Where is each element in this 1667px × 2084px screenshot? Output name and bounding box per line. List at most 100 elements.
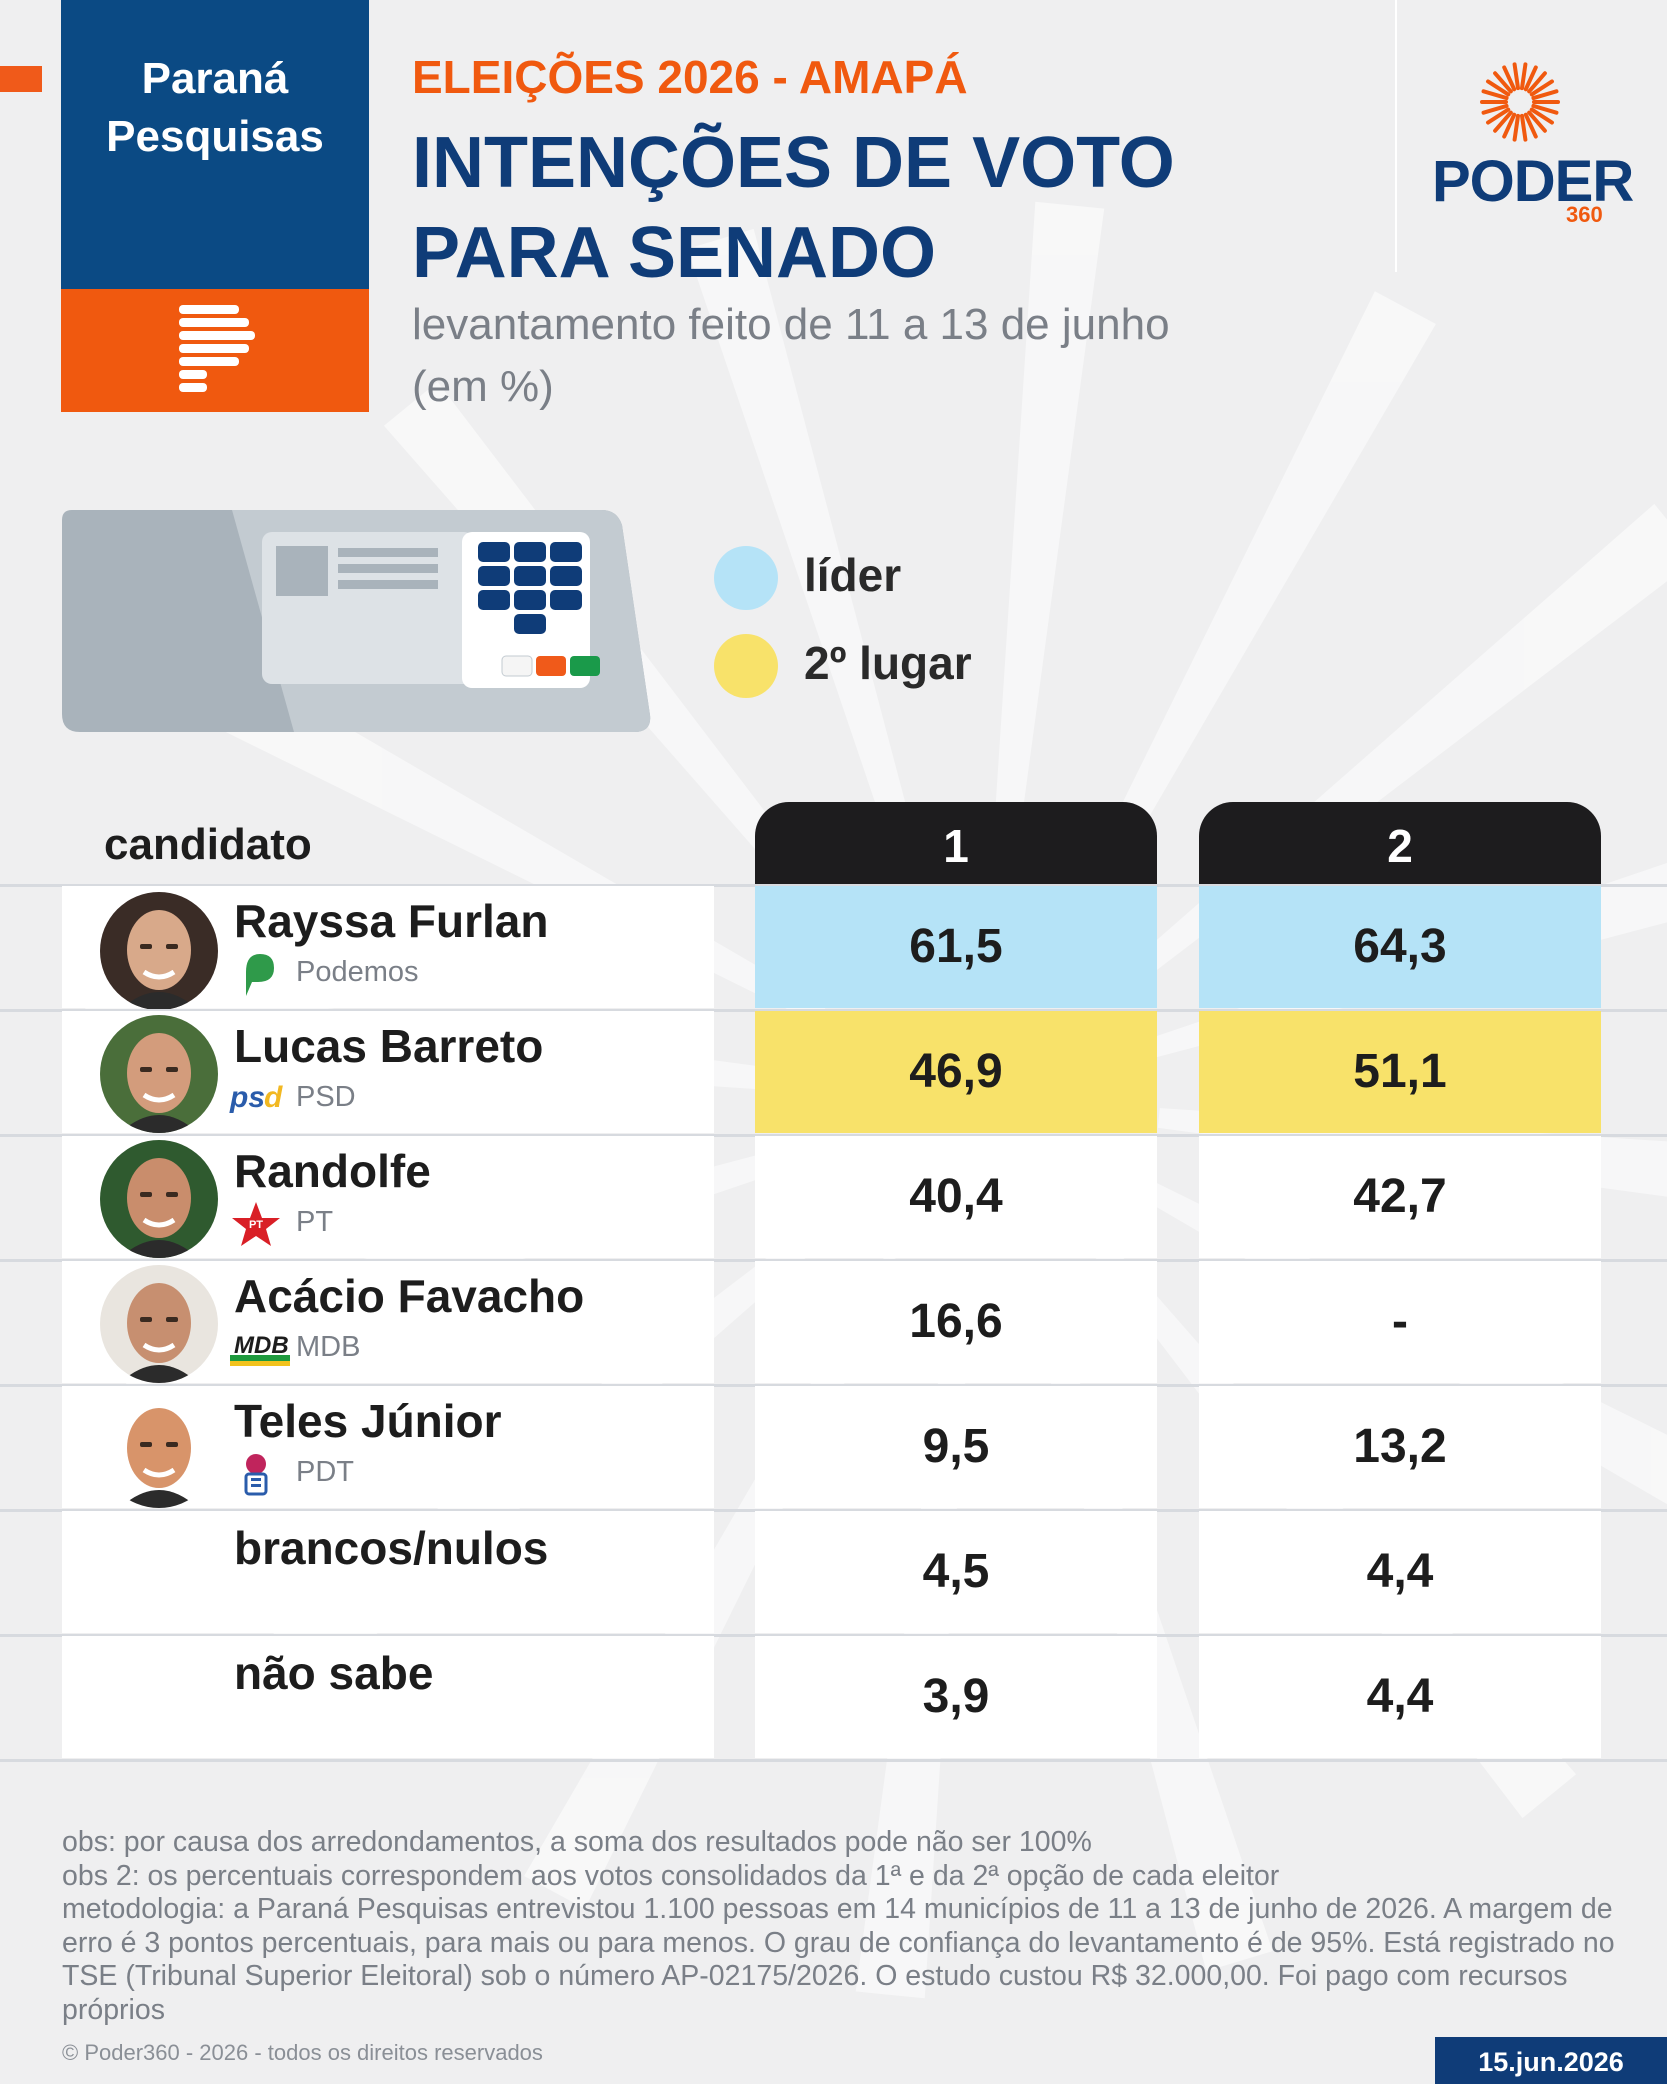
title-line2: PARA SENADO: [412, 213, 937, 293]
pp-mark-icon: [179, 305, 255, 392]
table-top-border: [0, 884, 1667, 887]
sun-ray: [1493, 71, 1513, 94]
sun-ray: [1486, 79, 1511, 97]
survey-period: levantamento feito de 11 a 13 de junho (…: [412, 294, 1312, 418]
poder360-logo: PODER 360: [1420, 60, 1634, 240]
vote-value-col2: 64,3: [1199, 886, 1601, 1008]
vote-value-col1: 4,5: [755, 1511, 1157, 1633]
footnote-methodology: metodologia: a Paraná Pesquisas entrevis…: [62, 1893, 1615, 2026]
pdt-logo-icon: [228, 1450, 284, 1496]
candidate-photo: [100, 1265, 218, 1383]
candidate-name: Rayssa Furlan: [234, 895, 549, 947]
candidate-photo: [100, 1015, 218, 1133]
column-header-1: 1: [755, 802, 1157, 884]
row-divider: [0, 1634, 1667, 1637]
party-name: PDT: [296, 1456, 354, 1488]
sun-ray: [1486, 107, 1511, 125]
sun-ray: [1529, 79, 1554, 97]
sun-ray: [1523, 65, 1538, 92]
podemos-logo-icon: [228, 950, 284, 996]
sun-ray: [1512, 62, 1521, 91]
sun-icon: [1480, 62, 1560, 142]
sun-ray: [1529, 107, 1554, 125]
brand-name: Paraná Pesquisas: [61, 50, 369, 166]
sun-ray: [1523, 112, 1538, 139]
sun-ray: [1502, 65, 1517, 92]
row-divider: [0, 1009, 1667, 1012]
party-name: PSD: [296, 1081, 356, 1113]
header-divider: [1395, 0, 1397, 272]
voting-machine-illustration: [62, 510, 651, 732]
psd-logo-icon: ps d: [228, 1075, 284, 1119]
period-line1: levantamento feito de 11 a 13 de junho: [412, 300, 1170, 349]
sun-ray: [1481, 103, 1509, 115]
row-divider: [0, 1759, 1667, 1762]
logo-top-block: [61, 0, 369, 289]
footnote-obs1: obs: por causa dos arredondamentos, a so…: [62, 1826, 1092, 1858]
footnotes: obs: por causa dos arredondamentos, a so…: [62, 1826, 1622, 2027]
svg-text:MDB: MDB: [234, 1332, 289, 1359]
sun-ray: [1519, 113, 1528, 142]
candidate-photo: [100, 1140, 218, 1258]
vote-value-col2: 51,1: [1199, 1011, 1601, 1133]
vote-value-col2: 4,4: [1199, 1511, 1601, 1633]
candidate-name: Randolfe: [234, 1145, 431, 1197]
party-name: Podemos: [296, 956, 419, 988]
row-divider: [0, 1134, 1667, 1137]
pt-star-logo-icon: PT: [228, 1200, 284, 1246]
legend-label-second: 2º lugar: [804, 637, 972, 689]
sun-ray: [1481, 89, 1509, 101]
sun-ray: [1493, 110, 1513, 133]
copyright: © Poder360 - 2026 - todos os direitos re…: [62, 2040, 543, 2065]
svg-text:d: d: [264, 1081, 283, 1114]
party-name: MDB: [296, 1331, 361, 1363]
vote-value-col2: 13,2: [1199, 1386, 1601, 1508]
row-divider: [0, 1509, 1667, 1512]
sun-ray: [1527, 110, 1547, 133]
candidate-photo: [100, 1390, 218, 1508]
sunburst-ray: [687, 228, 938, 931]
legend-swatch-leader: [714, 546, 778, 610]
legend-label-leader: líder: [804, 549, 902, 601]
svg-text:ps: ps: [229, 1081, 265, 1114]
mdb-logo-icon: MDB: [228, 1325, 290, 1369]
sun-ray: [1512, 113, 1521, 142]
row-divider: [0, 1259, 1667, 1262]
candidate-name: não sabe: [234, 1647, 434, 1699]
chart-title: INTENÇÕES DE VOTO PARA SENADO: [412, 118, 1312, 298]
candidate-cell: [62, 1511, 714, 1633]
candidate-column-header: candidato: [104, 820, 312, 869]
footnote-obs2: obs 2: os percentuais correspondem aos v…: [62, 1859, 1280, 1892]
vote-value-col1: 46,9: [755, 1011, 1157, 1133]
publication-date: 15.jun.2026: [1435, 2037, 1667, 2084]
sun-ray: [1531, 89, 1559, 101]
party-name: PT: [296, 1206, 334, 1238]
candidate-name: Teles Júnior: [234, 1395, 502, 1447]
candidate-cell: [62, 1636, 714, 1758]
parana-pesquisas-logo: Paraná Pesquisas: [61, 0, 369, 412]
poder-number: 360: [1566, 202, 1603, 227]
sunburst-ray: [988, 201, 1105, 923]
row-divider: [0, 1384, 1667, 1387]
vote-value-col1: 3,9: [755, 1636, 1157, 1758]
vote-value-col1: 61,5: [755, 886, 1157, 1008]
vote-value-col2: -: [1199, 1261, 1601, 1383]
column-header-2: 2: [1199, 802, 1601, 884]
accent-tick: [0, 66, 42, 92]
candidate-name: Acácio Favacho: [234, 1270, 585, 1322]
vote-value-col1: 9,5: [755, 1386, 1157, 1508]
logo-bottom-block: [61, 289, 369, 412]
legend-swatch-second: [714, 634, 778, 698]
sun-ray: [1519, 62, 1528, 91]
svg-text:PT: PT: [249, 1219, 263, 1231]
candidate-name: Lucas Barreto: [234, 1020, 544, 1072]
sun-ray: [1531, 103, 1559, 115]
sun-ray: [1527, 71, 1547, 94]
sun-ray: [1502, 112, 1517, 139]
vote-value-col1: 40,4: [755, 1136, 1157, 1258]
period-line2: (em %): [412, 362, 554, 411]
brand-name-line2: Pesquisas: [106, 112, 324, 161]
poder-wordmark: PODER: [1432, 149, 1634, 214]
title-line1: INTENÇÕES DE VOTO: [412, 123, 1175, 203]
election-kicker: ELEIÇÕES 2026 - AMAPÁ: [412, 51, 968, 103]
